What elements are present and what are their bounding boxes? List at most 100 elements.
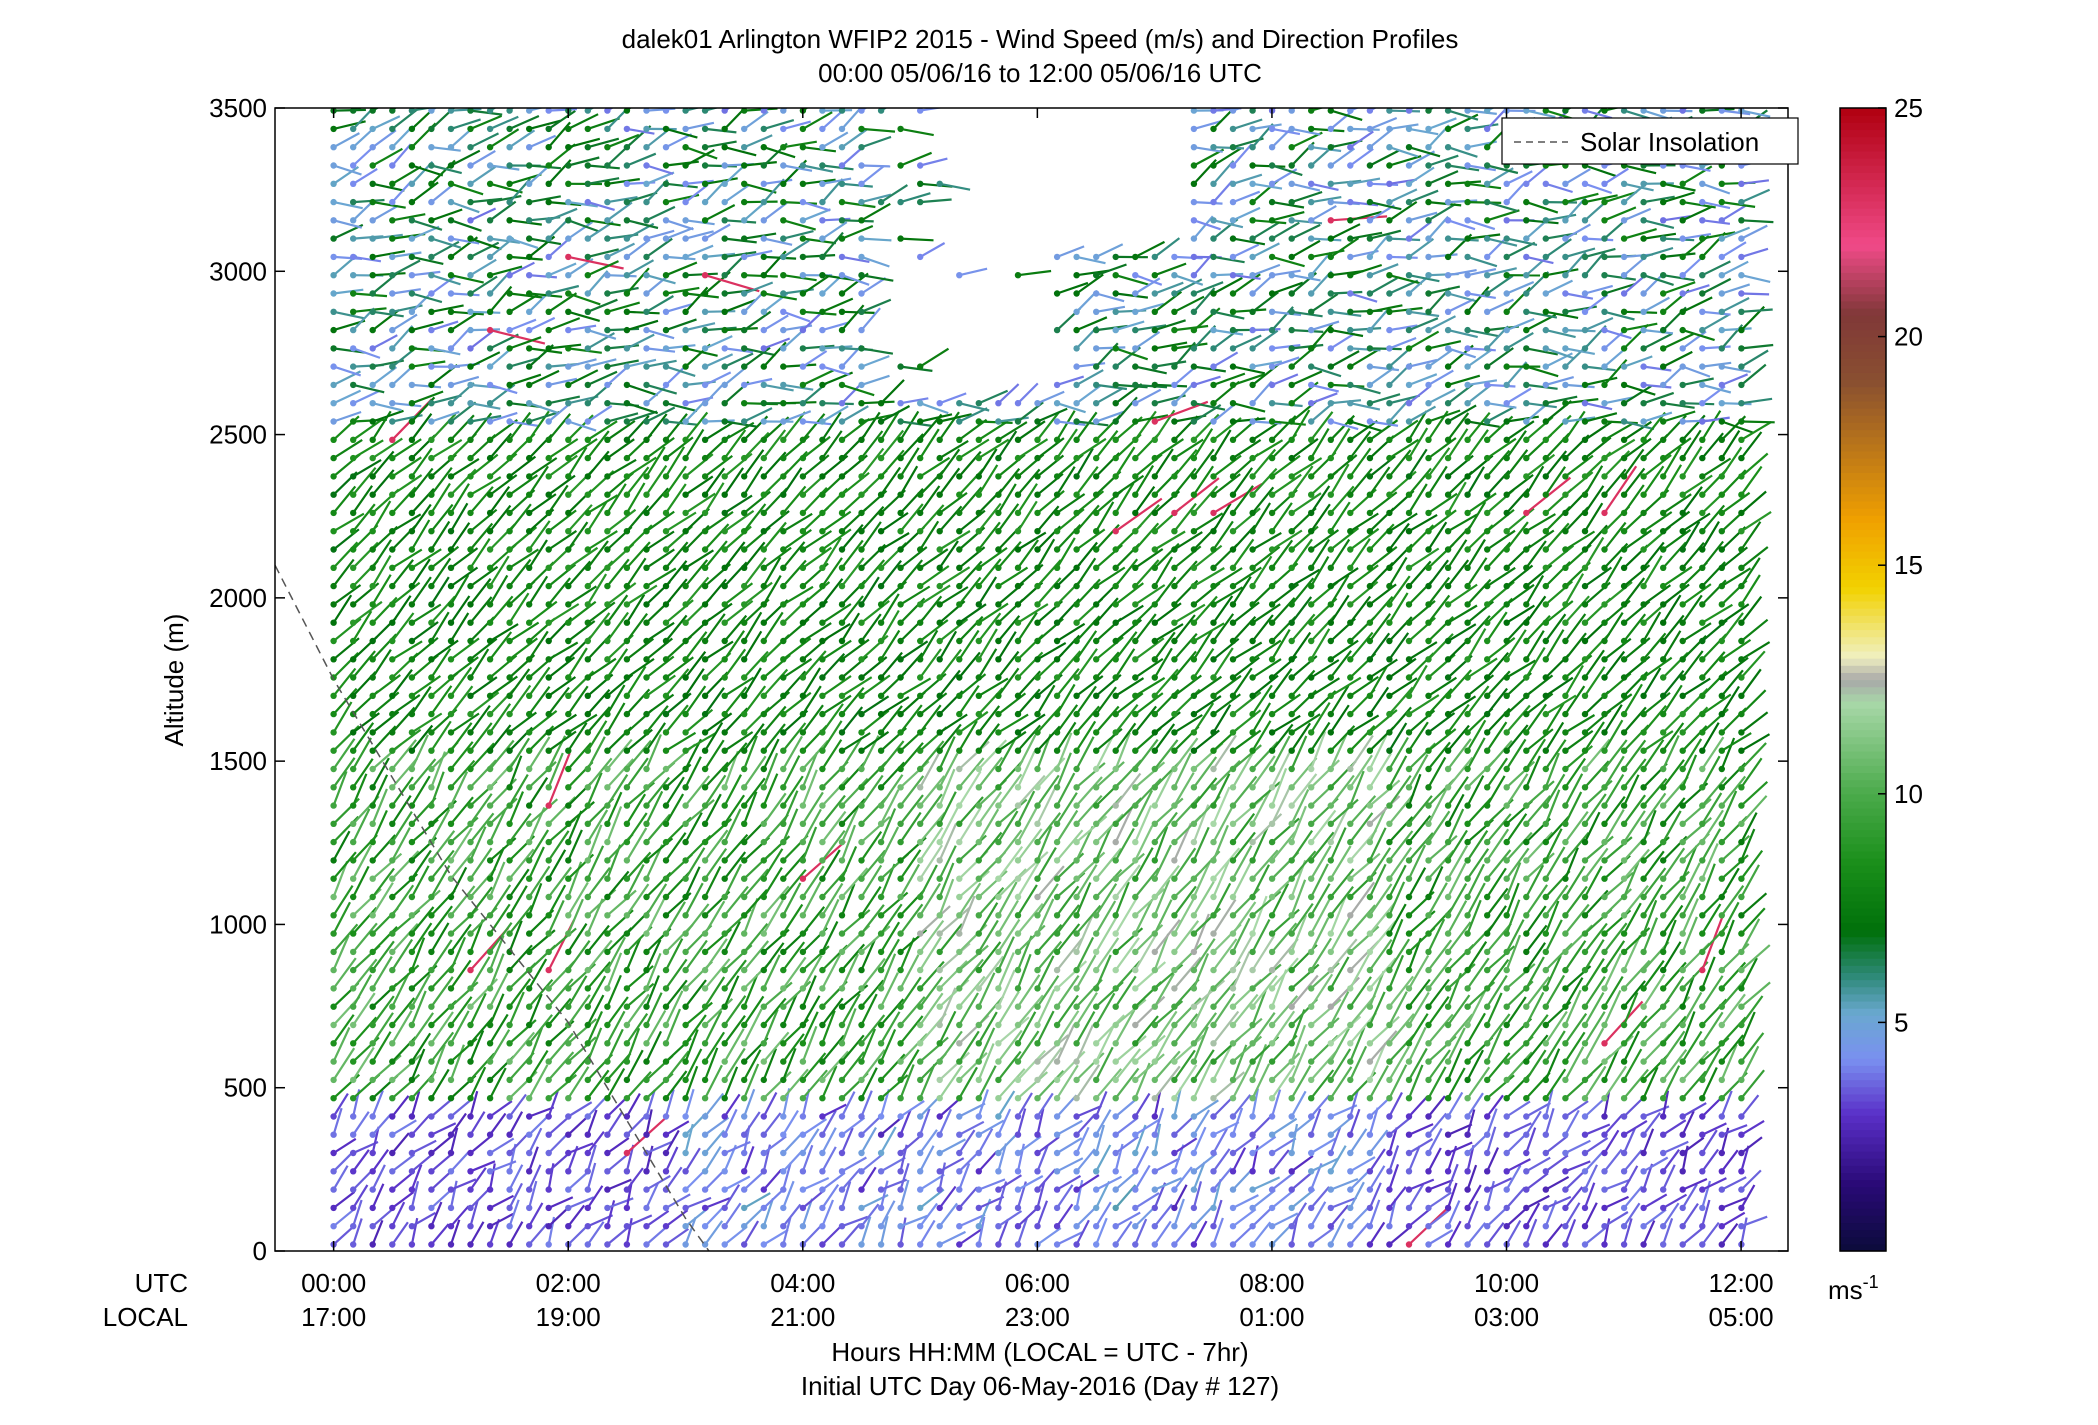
wind-barb-point — [1132, 1003, 1139, 1010]
wind-barb-point — [330, 491, 337, 498]
wind-barb-shaft — [665, 832, 687, 862]
wind-barb-point — [682, 290, 689, 297]
wind-barb-point — [604, 363, 611, 370]
wind-barb-point — [858, 454, 865, 462]
wind-barb-point — [369, 784, 376, 791]
wind-barb-point — [330, 692, 337, 699]
wind-barb-shaft — [489, 485, 511, 514]
wind-barb-point — [565, 582, 572, 590]
wind-barb-point — [408, 966, 416, 974]
wind-barb-shaft — [586, 1131, 605, 1154]
wind-barb-point — [389, 400, 396, 407]
wind-barb-point — [506, 784, 513, 791]
wind-barb-point — [877, 582, 885, 590]
wind-barb-point — [897, 418, 904, 425]
wind-barb-shaft — [372, 129, 397, 149]
wind-barb-point — [780, 454, 787, 462]
wind-barb-shaft — [606, 508, 637, 533]
wind-barb-point — [350, 546, 357, 553]
wind-barb-point — [1112, 601, 1119, 608]
wind-barb-point — [721, 180, 728, 187]
wind-barb-shaft — [529, 292, 563, 298]
wind-barb-point — [701, 564, 709, 571]
wind-barb-point — [1034, 674, 1041, 681]
wind-barb-point — [369, 582, 376, 590]
wind-barb-point — [662, 710, 670, 718]
wind-barb-point — [838, 582, 846, 590]
wind-barb-point — [995, 400, 1002, 407]
wind-barb-point — [369, 619, 376, 626]
wind-barb-shaft — [528, 1222, 548, 1246]
wind-barb-point — [897, 162, 904, 169]
wind-barb-point — [956, 1095, 963, 1102]
wind-barb-point — [369, 674, 376, 681]
wind-barb-point — [1132, 930, 1139, 937]
wind-barb-point — [760, 308, 767, 315]
wind-barb-point — [877, 546, 885, 553]
wind-barb-shaft — [567, 685, 589, 715]
wind-barb-shaft — [528, 465, 549, 496]
wind-barb-point — [526, 747, 533, 754]
wind-barb-point — [662, 1095, 670, 1102]
wind-barb-point — [701, 857, 709, 864]
wind-barb-point — [1112, 857, 1119, 864]
wind-barb-point — [369, 235, 376, 242]
wind-barb-point — [330, 912, 337, 919]
wind-barb-point — [1053, 528, 1061, 535]
wind-barb-point — [819, 436, 826, 443]
wind-barb-point — [995, 802, 1002, 809]
wind-barb-point — [428, 820, 435, 827]
wind-barb-shaft — [743, 377, 773, 386]
wind-barb-point — [721, 637, 728, 645]
wind-barb-point — [506, 1204, 513, 1212]
wind-barb-point — [604, 1223, 611, 1230]
wind-barb-point — [838, 985, 846, 992]
wind-barb-point — [584, 1149, 591, 1157]
wind-barb-shaft — [567, 975, 588, 1008]
wind-barb-point — [819, 656, 826, 663]
wind-barb-point — [1014, 1149, 1022, 1157]
wind-barb-shaft — [665, 901, 686, 935]
wind-barb-point — [799, 784, 807, 791]
wind-barb-point — [838, 1241, 846, 1248]
wind-barb-shaft — [410, 922, 433, 953]
wind-barb-point — [1093, 491, 1100, 498]
wind-barb-point — [408, 930, 416, 937]
wind-barb-point — [526, 418, 533, 425]
wind-barb-point — [330, 838, 337, 846]
wind-barb-point — [486, 1095, 494, 1102]
wind-barb-shaft — [646, 205, 676, 222]
wind-barb-point — [662, 180, 670, 187]
wind-barb-point — [1132, 838, 1139, 846]
wind-barb-point — [838, 802, 846, 809]
wind-barb-point — [799, 436, 807, 443]
wind-barb-point — [741, 1168, 748, 1175]
wind-barb-shaft — [489, 808, 507, 843]
wind-barb-point — [897, 619, 904, 626]
wind-barb-point — [819, 1131, 826, 1138]
wind-barb-point — [741, 747, 748, 754]
wind-barb-shaft — [431, 146, 461, 152]
wind-barb-point — [1053, 838, 1061, 846]
wind-barb-point — [1073, 875, 1080, 882]
wind-barb-shaft — [723, 1047, 746, 1081]
wind-barb-shaft — [646, 108, 676, 112]
wind-barb-shaft — [430, 482, 451, 514]
wind-barb-shaft — [411, 447, 433, 478]
wind-barb-shaft — [411, 467, 434, 496]
wind-barb-point — [447, 1223, 455, 1230]
wind-barb-point — [1132, 272, 1139, 279]
wind-barb-point — [467, 820, 474, 827]
wind-barb-point — [819, 400, 826, 407]
wind-barb-shaft — [392, 251, 422, 258]
wind-barb-shaft — [489, 474, 518, 496]
wind-barb-point — [408, 1168, 416, 1175]
wind-barb-point — [682, 272, 689, 279]
wind-barb-point — [1132, 985, 1139, 992]
wind-barb-point — [662, 656, 670, 663]
wind-barb-point — [350, 1095, 357, 1102]
wind-barb-point — [604, 765, 611, 773]
wind-barb-point — [819, 381, 826, 389]
wind-barb-point — [721, 674, 728, 681]
wind-barb-point — [1132, 1040, 1139, 1047]
